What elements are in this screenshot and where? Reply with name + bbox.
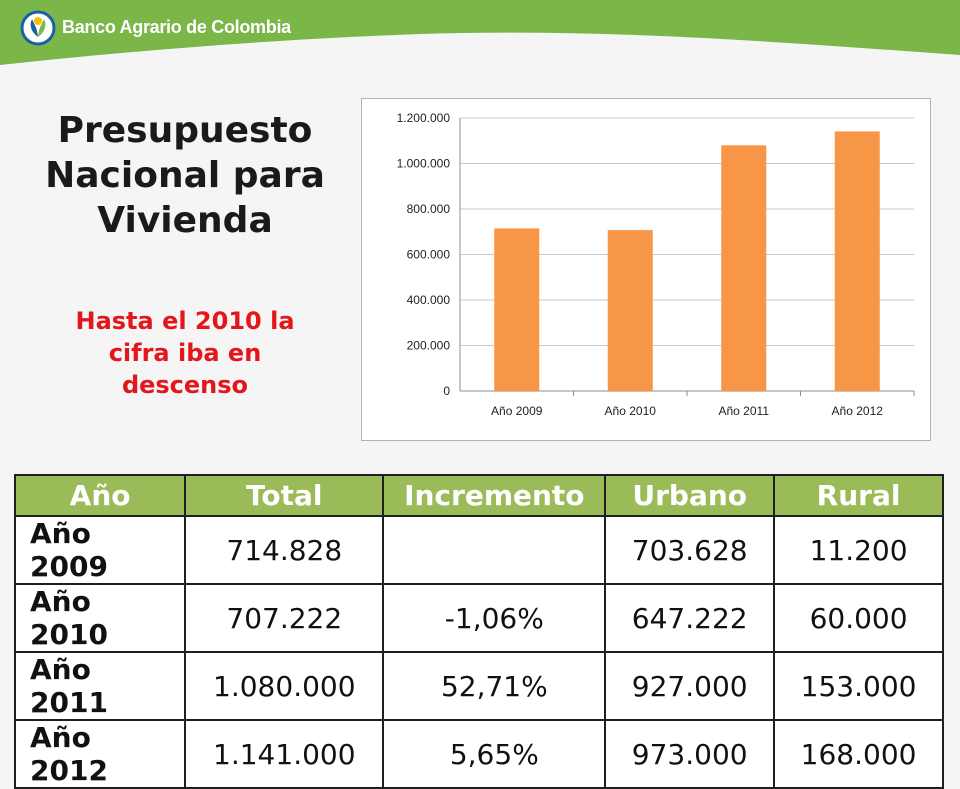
bank-logo-icon <box>20 10 56 46</box>
table-row: Año 2009 714.828 703.628 11.200 <box>13 515 944 585</box>
cell-year: Año 2011 <box>13 651 187 721</box>
y-tick-label: 200.000 <box>407 339 451 353</box>
cell-total: 1.141.000 <box>184 719 385 789</box>
cell-urban: 973.000 <box>604 719 776 789</box>
bar <box>494 228 540 391</box>
bank-name: Banco Agrario de Colombia <box>62 17 291 37</box>
bar <box>834 131 880 392</box>
cell-increment <box>382 515 607 585</box>
bar-chart: 0 200.000 400.000 600.000 800.000 1.000.000 1.… <box>361 98 931 441</box>
cell-increment: 52,71% <box>382 651 607 721</box>
cell-total: 707.222 <box>184 583 385 653</box>
cell-rural: 153.000 <box>773 651 944 721</box>
cell-total: 714.828 <box>184 515 385 585</box>
y-tick-label: 600.000 <box>407 248 451 262</box>
cell-year: Año 2010 <box>13 583 187 653</box>
title-line-3: Vivienda <box>97 200 273 241</box>
cell-urban: 927.000 <box>604 651 776 721</box>
cell-increment: -1,06% <box>382 583 607 653</box>
cell-urban: 703.628 <box>604 515 776 585</box>
bar <box>607 230 653 391</box>
cell-increment: 5,65% <box>382 719 607 789</box>
x-tick-label: Año 2009 <box>491 404 543 418</box>
cell-total: 1.080.000 <box>184 651 385 721</box>
header-year: Año <box>13 474 187 517</box>
cell-year: Año 2009 <box>13 515 187 585</box>
title-line-1: Presupuesto <box>57 110 313 151</box>
subtitle-line-2: cifra iba en <box>108 339 262 367</box>
table-row: Año 2010 707.222 -1,06% 647.222 60.000 <box>13 583 944 653</box>
x-tick-label: Año 2010 <box>605 404 657 418</box>
cell-rural: 11.200 <box>773 515 944 585</box>
cell-rural: 60.000 <box>773 583 944 653</box>
table-row: Año 2012 1.141.000 5,65% 973.000 168.000 <box>13 719 944 789</box>
subtitle-line-3: descenso <box>121 371 249 399</box>
y-tick-label: 1.000.000 <box>397 157 451 171</box>
budget-table: Año Total Incremento Urbano Rural Año 20… <box>13 474 944 789</box>
y-tick-label: 0 <box>443 384 450 398</box>
y-tick-label: 800.000 <box>407 202 451 216</box>
cell-urban: 647.222 <box>604 583 776 653</box>
subtitle-line-1: Hasta el 2010 la <box>75 307 295 335</box>
title-line-2: Nacional para <box>45 155 325 196</box>
header-banner <box>0 0 960 65</box>
header-total: Total <box>184 474 385 517</box>
table-header-row: Año Total Incremento Urbano Rural <box>13 474 944 517</box>
header-increment: Incremento <box>382 474 607 517</box>
bar-chart-svg: 0 200.000 400.000 600.000 800.000 1.000.000 1.… <box>397 111 915 418</box>
page-title: Presupuesto Nacional para Vivienda <box>20 108 350 243</box>
y-tick-label: 400.000 <box>407 293 451 307</box>
header-urban: Urbano <box>604 474 776 517</box>
bar <box>721 145 767 391</box>
cell-year: Año 2012 <box>13 719 187 789</box>
x-tick-label: Año 2012 <box>832 404 884 418</box>
table-row: Año 2011 1.080.000 52,71% 927.000 153.00… <box>13 651 944 721</box>
x-tick-label: Año 2011 <box>719 404 770 418</box>
y-tick-label: 1.200.000 <box>397 111 451 125</box>
header-rural: Rural <box>773 474 944 517</box>
cell-rural: 168.000 <box>773 719 944 789</box>
subtitle: Hasta el 2010 la cifra iba en descenso <box>30 305 340 401</box>
